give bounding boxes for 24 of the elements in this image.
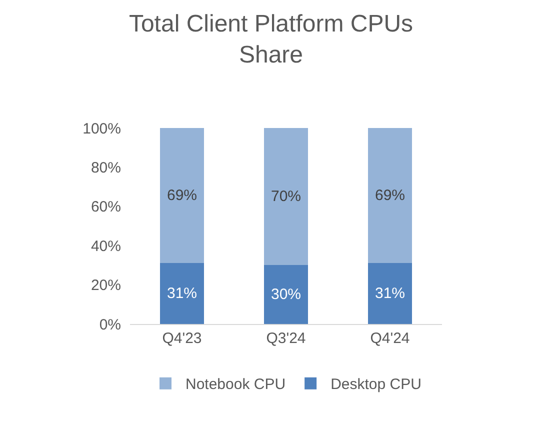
y-tick-label: 20%: [90, 277, 121, 294]
bar: [160, 128, 204, 264]
data-label: 69%: [166, 187, 198, 204]
x-tick-label: Q4'23: [162, 330, 202, 347]
bar: [368, 128, 412, 264]
data-label: 69%: [374, 187, 406, 204]
legend-label: Notebook CPU: [186, 376, 286, 394]
data-label: 31%: [374, 285, 406, 302]
bar: [160, 263, 204, 324]
bar: [264, 265, 308, 324]
x-tick-label: Q3'24: [266, 330, 306, 347]
chart-title: Total Client Platform CPUs Share: [128, 10, 414, 69]
y-tick-label: 40%: [90, 238, 121, 255]
data-label: 31%: [166, 285, 198, 302]
y-tick-label: 60%: [90, 198, 121, 216]
y-tick-label: 100%: [82, 120, 121, 138]
x-tick-label: Q4'24: [370, 330, 410, 347]
bar: [264, 128, 308, 266]
data-label: 70%: [270, 188, 302, 206]
y-tick-label: 80%: [90, 159, 121, 176]
y-tick-label: 0%: [99, 316, 121, 334]
data-label: 30%: [270, 286, 302, 304]
bar: [368, 263, 412, 324]
legend-label: Desktop CPU: [330, 376, 422, 394]
